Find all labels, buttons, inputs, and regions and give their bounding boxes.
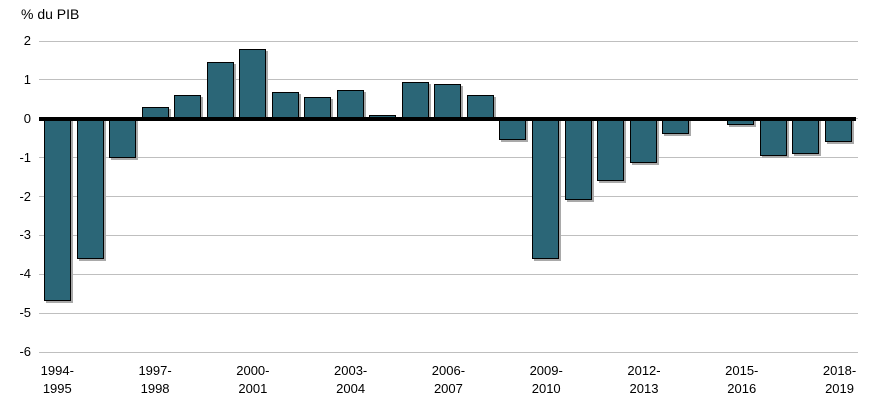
bar-2018-2019 bbox=[824, 118, 852, 143]
x-slot-1998-1999 bbox=[171, 362, 204, 406]
bar-slot-2009-2010 bbox=[529, 41, 562, 352]
bar-2001-2002 bbox=[271, 91, 299, 119]
bar-2016-2017 bbox=[759, 118, 787, 156]
bar-slot-1998-1999 bbox=[171, 41, 204, 352]
x-slot-1994-1995: 1994- 1995 bbox=[41, 362, 74, 406]
x-axis-tick-label: 2003- 2004 bbox=[334, 363, 368, 396]
y-axis-tick-label: -5 bbox=[19, 305, 31, 321]
x-axis-tick-label: 2006- 2007 bbox=[431, 363, 466, 396]
x-axis: 1994- 1995 1997- 1998 2000- 2001 2003- 2004 2006… bbox=[41, 362, 857, 406]
bar-slot-1996-1997 bbox=[106, 41, 139, 352]
gridline-y--6 bbox=[39, 351, 858, 353]
bar-slot-2001-2002 bbox=[269, 41, 302, 352]
x-slot-2013-2014 bbox=[660, 362, 693, 406]
bar-1996-1997 bbox=[109, 118, 137, 158]
bar-slot-2003-2004 bbox=[334, 41, 367, 352]
bar-2008-2009 bbox=[499, 118, 527, 141]
bar-slot-1994-1995 bbox=[41, 41, 74, 352]
y-axis-tick-label: -2 bbox=[19, 188, 31, 204]
x-slot-2003-2004: 2003- 2004 bbox=[334, 362, 367, 406]
bar-1998-1999 bbox=[174, 95, 202, 119]
bar-slot-2004-2005 bbox=[366, 41, 399, 352]
bar-slot-2014-2015 bbox=[691, 41, 724, 352]
gridline-y-1 bbox=[39, 79, 858, 81]
bar-slot-2012-2013 bbox=[626, 41, 659, 352]
bar-slot-2018-2019 bbox=[821, 41, 854, 352]
bar-slot-2002-2003 bbox=[301, 41, 334, 352]
x-axis-tick-label: 2015- 2016 bbox=[725, 363, 759, 396]
bar-slot-2016-2017 bbox=[756, 41, 789, 352]
x-axis-tick-label: 1997- 1998 bbox=[138, 363, 172, 396]
bar-slot-2006-2007 bbox=[431, 41, 464, 352]
bar-1994-1995 bbox=[44, 118, 72, 302]
bar-2009-2010 bbox=[531, 118, 559, 259]
bar-slot-2017-2018 bbox=[789, 41, 822, 352]
x-slot-2012-2013: 2012- 2013 bbox=[627, 362, 660, 406]
gridline-y--1 bbox=[39, 157, 858, 159]
chart-title: % du PIB bbox=[21, 6, 80, 22]
y-axis-tick-label: -6 bbox=[19, 344, 31, 359]
bar-slot-2008-2009 bbox=[496, 41, 529, 352]
x-slot-1995-1996 bbox=[74, 362, 107, 406]
x-slot-2018-2019: 2018- 2019 bbox=[823, 362, 856, 406]
x-slot-2004-2005 bbox=[367, 362, 400, 406]
bar-slot-2011-2012 bbox=[594, 41, 627, 352]
x-slot-2016-2017 bbox=[758, 362, 791, 406]
x-axis-tick-label: 2018- 2019 bbox=[822, 363, 857, 396]
x-slot-2007-2008 bbox=[465, 362, 498, 406]
bar-slot-1999-2000 bbox=[204, 41, 237, 352]
x-axis-tick-label: 2012- 2013 bbox=[627, 363, 661, 396]
bar-2010-2011 bbox=[564, 118, 592, 201]
bar-2003-2004 bbox=[336, 89, 364, 119]
bar-slot-1997-1998 bbox=[139, 41, 172, 352]
bar-2007-2008 bbox=[466, 95, 494, 119]
bar-2012-2013 bbox=[629, 118, 657, 164]
bar-slot-2015-2016 bbox=[724, 41, 757, 352]
x-slot-2015-2016: 2015- 2016 bbox=[725, 362, 758, 406]
gridline-y--4 bbox=[39, 273, 858, 275]
bar-2005-2006 bbox=[401, 81, 429, 119]
gridline-y--3 bbox=[39, 234, 858, 236]
bar-2002-2003 bbox=[304, 97, 332, 119]
x-axis-tick-label: 2000- 2001 bbox=[236, 363, 270, 396]
x-axis-tick-label: 1994- 1995 bbox=[40, 363, 74, 396]
x-slot-2010-2011 bbox=[563, 362, 596, 406]
x-slot-2006-2007: 2006- 2007 bbox=[432, 362, 465, 406]
x-axis-tick-label: 2009- 2010 bbox=[529, 363, 563, 396]
bar-slot-2013-2014 bbox=[659, 41, 692, 352]
y-axis-tick-label: 0 bbox=[23, 110, 31, 126]
x-slot-1997-1998: 1997- 1998 bbox=[138, 362, 171, 406]
gridline-y--2 bbox=[39, 196, 858, 197]
y-axis-tick-label: -3 bbox=[19, 227, 31, 243]
bar-2011-2012 bbox=[597, 118, 625, 181]
x-slot-2000-2001: 2000- 2001 bbox=[236, 362, 269, 406]
bar-slot-2007-2008 bbox=[464, 41, 497, 352]
y-axis-tick-label: 1 bbox=[23, 71, 31, 87]
gridline-y--5 bbox=[39, 312, 858, 314]
bar-slot-1995-1996 bbox=[74, 41, 107, 352]
gridline-y-2 bbox=[39, 40, 858, 42]
bar-2017-2018 bbox=[792, 118, 820, 154]
bar-slot-2005-2006 bbox=[399, 41, 432, 352]
bar-slot-2010-2011 bbox=[561, 41, 594, 352]
x-slot-2001-2002 bbox=[269, 362, 302, 406]
bar-1999-2000 bbox=[206, 62, 234, 119]
bar-1995-1996 bbox=[76, 118, 104, 259]
zero-axis-line bbox=[39, 116, 856, 121]
y-axis-tick-label: -1 bbox=[19, 149, 31, 165]
plot-area bbox=[39, 40, 860, 353]
y-axis-tick-label: -4 bbox=[19, 266, 31, 282]
bar-2013-2014 bbox=[662, 118, 690, 135]
bar-2000-2001 bbox=[239, 48, 267, 119]
bar-2006-2007 bbox=[434, 83, 462, 119]
bars-row bbox=[41, 41, 854, 352]
bar-slot-2000-2001 bbox=[236, 41, 269, 352]
y-axis: 2 1 0 -1 -2 -3 -4 -5 -6 bbox=[0, 0, 33, 418]
y-axis-tick-label: 2 bbox=[23, 33, 31, 48]
x-slot-2009-2010: 2009- 2010 bbox=[530, 362, 563, 406]
